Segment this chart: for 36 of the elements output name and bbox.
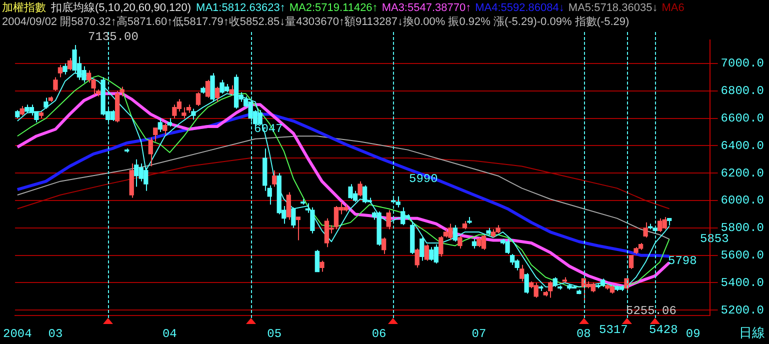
candlestick — [229, 84, 234, 96]
y-tick-label: 6200.0 — [720, 166, 764, 180]
x-tick-label: 09 — [686, 326, 700, 341]
annotation: 5990 — [409, 172, 438, 186]
annotation: 7135.00 — [88, 30, 138, 44]
x-tick-label: 04 — [162, 326, 177, 341]
y-tick-label: 7000.0 — [720, 56, 764, 71]
y-tick-label: 5400.0 — [720, 276, 764, 290]
text: MA2:5719.11426↑ — [289, 2, 378, 14]
y-tick-label: 6400.0 — [720, 138, 764, 153]
text: 5428 — [649, 323, 678, 337]
y-tick-label: 5600.0 — [720, 248, 764, 262]
x-tick-label: 08 — [576, 326, 591, 341]
text: MA3:5547.38770↑ — [382, 2, 472, 14]
x-tick-label: 07 — [472, 326, 486, 341]
y-tick-label: 6600.0 — [720, 111, 764, 126]
y-tick-label: 5800.0 — [720, 221, 764, 236]
candlestick — [191, 108, 196, 120]
text: 日線 — [739, 324, 765, 342]
text: 2004/09/02 開5870.32↑高5871.60↑低5817.79↑收5852.85↓量4303670↑額9113287↓換0.00% 振0.92% 漲(-5.29)-0.09% 指數(-5.29) — [2, 15, 630, 29]
text: MA5:5718.36035↓ — [568, 2, 658, 14]
x-tick-label: 03 — [48, 326, 63, 341]
chart-subtitle: 扣底均線(5,10,20,60,90,120) — [51, 2, 192, 14]
candlestick — [467, 216, 472, 224]
x-tick-label: 06 — [372, 326, 386, 341]
text: MA1:5812.63623↑ — [196, 2, 286, 14]
x-tick-label: 05 — [267, 326, 282, 341]
x-tick-label: 2004 — [2, 326, 32, 341]
y-tick-label: 6800.0 — [720, 84, 764, 98]
text: MA6 — [662, 2, 684, 14]
text: MA4:5592.86084↓ — [475, 2, 564, 14]
y-tick-label: 5200.0 — [720, 303, 764, 318]
annotation: 5798 — [668, 254, 697, 268]
y-tick-label: 6000.0 — [720, 194, 764, 208]
chart-title: 加權指數 — [2, 2, 46, 14]
text: 5317 — [599, 323, 628, 337]
